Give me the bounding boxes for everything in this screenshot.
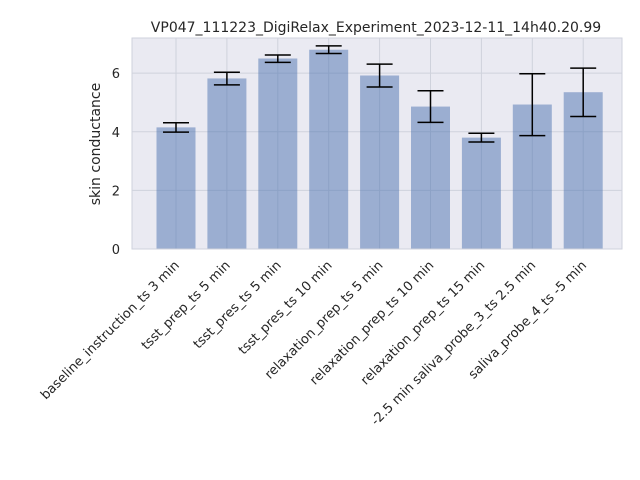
- x-tick-label: tsst_pres_ts 10 min: [236, 258, 336, 358]
- x-tick-label: tsst_prep_ts 5 min: [139, 258, 234, 353]
- bar: [258, 58, 298, 250]
- chart-title: VP047_111223_DigiRelax_Experiment_2023-1…: [151, 20, 601, 36]
- bar: [563, 92, 603, 250]
- y-tick-label: 4: [112, 126, 120, 141]
- x-tick-labels: baseline_instruction_ts 3 mintsst_prep_t…: [38, 258, 590, 429]
- y-tick-labels: 0 2 4 6: [112, 67, 120, 258]
- error-bars: [163, 45, 597, 143]
- y-tick-label: 0: [112, 243, 120, 258]
- bar: [207, 78, 247, 249]
- y-tick-label: 6: [112, 67, 120, 82]
- y-tick-label: 2: [112, 184, 120, 199]
- bar: [360, 75, 400, 249]
- y-axis-label: skin conductance: [88, 83, 104, 205]
- plot-frame: [131, 37, 623, 250]
- bar: [309, 49, 349, 249]
- bar: [156, 127, 196, 249]
- bar: [461, 137, 501, 249]
- x-tick-label: tsst_pres_ts 5 min: [191, 258, 285, 352]
- bars: [156, 49, 603, 250]
- bar: [411, 106, 450, 249]
